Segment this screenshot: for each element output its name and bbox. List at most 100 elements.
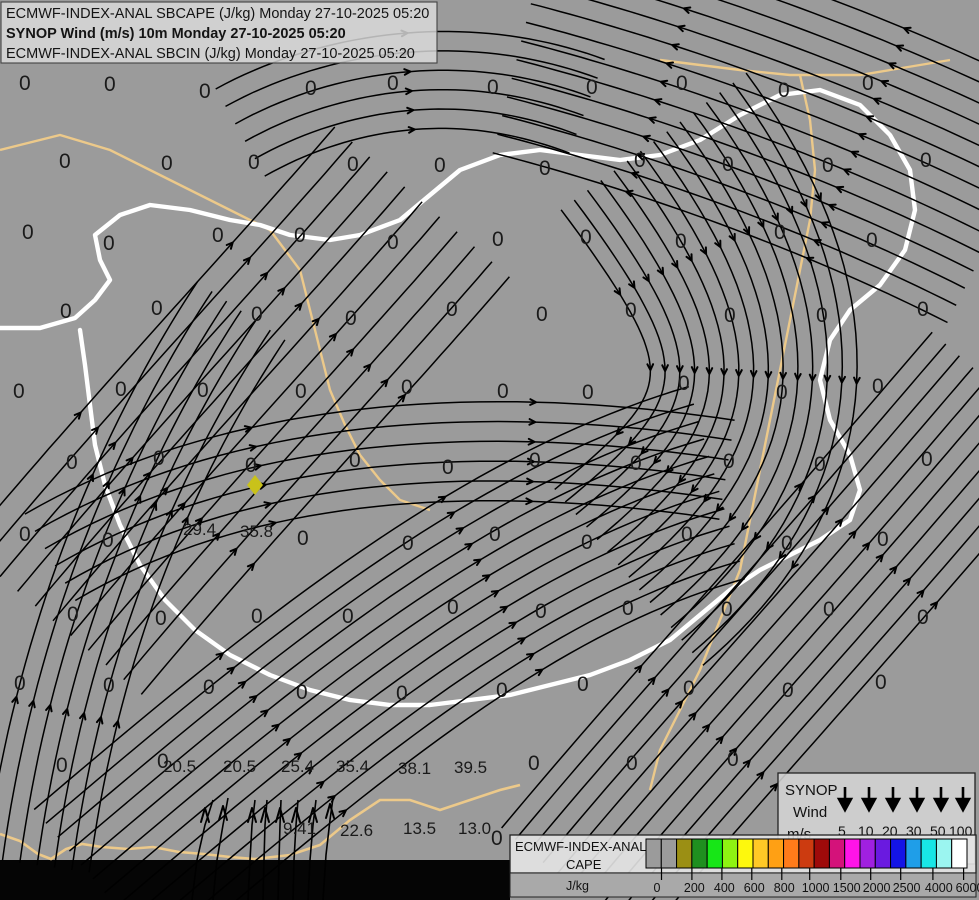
svg-text:0: 0 xyxy=(19,523,31,546)
svg-text:200: 200 xyxy=(684,881,705,895)
svg-text:600: 600 xyxy=(744,881,765,895)
svg-text:0: 0 xyxy=(489,523,501,546)
svg-text:0: 0 xyxy=(917,298,929,321)
svg-text:29.4: 29.4 xyxy=(183,520,216,539)
svg-text:0: 0 xyxy=(778,79,790,102)
svg-text:0: 0 xyxy=(434,154,446,177)
svg-text:0: 0 xyxy=(251,303,263,326)
svg-text:0: 0 xyxy=(396,682,408,705)
svg-text:0: 0 xyxy=(349,449,361,472)
svg-text:0: 0 xyxy=(19,72,31,95)
svg-text:Wind: Wind xyxy=(793,804,827,821)
svg-text:0: 0 xyxy=(866,229,878,252)
svg-text:0: 0 xyxy=(442,456,454,479)
svg-text:0: 0 xyxy=(822,154,834,177)
svg-text:0: 0 xyxy=(251,605,263,628)
svg-text:9.41: 9.41 xyxy=(283,819,316,838)
svg-text:0: 0 xyxy=(774,221,786,244)
svg-text:J/kg: J/kg xyxy=(566,879,589,893)
svg-text:0: 0 xyxy=(115,378,127,401)
svg-text:0: 0 xyxy=(153,447,165,470)
svg-text:0: 0 xyxy=(151,297,163,320)
svg-text:0: 0 xyxy=(630,452,642,475)
svg-text:0: 0 xyxy=(297,527,309,550)
svg-text:0: 0 xyxy=(497,380,509,403)
svg-text:0: 0 xyxy=(875,671,887,694)
svg-text:0: 0 xyxy=(22,221,34,244)
svg-text:25.4: 25.4 xyxy=(281,757,314,776)
svg-text:0: 0 xyxy=(921,448,933,471)
svg-text:0: 0 xyxy=(103,674,115,697)
svg-text:0: 0 xyxy=(104,73,116,96)
svg-text:CAPE: CAPE xyxy=(566,857,602,872)
svg-text:SYNOP Wind (m/s) 10m Monday 27: SYNOP Wind (m/s) 10m Monday 27-10-2025 0… xyxy=(6,26,346,42)
svg-text:0: 0 xyxy=(722,153,734,176)
svg-text:0: 0 xyxy=(103,232,115,255)
svg-text:39.5: 39.5 xyxy=(454,758,487,777)
svg-text:35.4: 35.4 xyxy=(336,757,369,776)
svg-text:800: 800 xyxy=(774,881,795,895)
svg-text:0: 0 xyxy=(245,454,257,477)
svg-text:0: 0 xyxy=(212,224,224,247)
svg-text:0: 0 xyxy=(581,531,593,554)
svg-text:0: 0 xyxy=(626,752,638,775)
svg-text:38.1: 38.1 xyxy=(398,759,431,778)
svg-text:0: 0 xyxy=(814,453,826,476)
svg-text:0: 0 xyxy=(56,754,68,777)
svg-text:ECMWF-INDEX-ANAL SBCAPE (J/kg): ECMWF-INDEX-ANAL SBCAPE (J/kg) Monday 27… xyxy=(6,6,429,22)
svg-text:0: 0 xyxy=(823,598,835,621)
svg-text:0: 0 xyxy=(492,228,504,251)
svg-text:0: 0 xyxy=(529,449,541,472)
svg-text:0: 0 xyxy=(199,80,211,103)
svg-text:0: 0 xyxy=(402,532,414,555)
svg-text:0: 0 xyxy=(724,304,736,327)
svg-text:0: 0 xyxy=(681,523,693,546)
svg-text:0: 0 xyxy=(675,230,687,253)
svg-text:0: 0 xyxy=(491,827,503,850)
svg-text:0: 0 xyxy=(654,881,661,895)
svg-text:0: 0 xyxy=(528,752,540,775)
svg-text:0: 0 xyxy=(577,673,589,696)
svg-text:0: 0 xyxy=(157,750,169,773)
svg-text:1000: 1000 xyxy=(802,881,830,895)
svg-text:0: 0 xyxy=(723,450,735,473)
svg-text:0: 0 xyxy=(586,76,598,99)
svg-text:0: 0 xyxy=(781,532,793,555)
svg-text:13.0: 13.0 xyxy=(458,819,491,838)
svg-text:20.5: 20.5 xyxy=(223,757,256,776)
svg-text:0: 0 xyxy=(295,380,307,403)
svg-text:0: 0 xyxy=(67,603,79,626)
svg-text:0: 0 xyxy=(14,672,26,695)
svg-text:0: 0 xyxy=(387,72,399,95)
svg-text:0: 0 xyxy=(582,381,594,404)
svg-text:0: 0 xyxy=(917,606,929,629)
svg-text:0: 0 xyxy=(347,153,359,176)
svg-text:0: 0 xyxy=(580,226,592,249)
svg-text:0: 0 xyxy=(102,529,114,552)
svg-text:0: 0 xyxy=(487,76,499,99)
svg-text:0: 0 xyxy=(782,679,794,702)
svg-text:0: 0 xyxy=(447,596,459,619)
svg-text:0: 0 xyxy=(539,157,551,180)
svg-text:0: 0 xyxy=(496,679,508,702)
svg-text:0: 0 xyxy=(446,298,458,321)
svg-text:0: 0 xyxy=(13,380,25,403)
svg-text:4000: 4000 xyxy=(925,881,953,895)
svg-text:35.8: 35.8 xyxy=(240,522,273,541)
svg-text:0: 0 xyxy=(727,748,739,771)
svg-text:1500: 1500 xyxy=(833,881,861,895)
svg-text:0: 0 xyxy=(345,307,357,330)
svg-text:22.6: 22.6 xyxy=(340,821,373,840)
svg-text:400: 400 xyxy=(714,881,735,895)
svg-text:0: 0 xyxy=(678,372,690,395)
svg-text:6000: 6000 xyxy=(956,881,979,895)
svg-text:0: 0 xyxy=(248,151,260,174)
svg-text:0: 0 xyxy=(294,224,306,247)
svg-text:ECMWF-INDEX-ANAL: ECMWF-INDEX-ANAL xyxy=(515,839,646,854)
svg-text:0: 0 xyxy=(816,304,828,327)
svg-text:0: 0 xyxy=(625,299,637,322)
svg-text:0: 0 xyxy=(877,528,889,551)
svg-text:0: 0 xyxy=(920,149,932,172)
svg-text:0: 0 xyxy=(161,152,173,175)
svg-text:2500: 2500 xyxy=(893,881,921,895)
